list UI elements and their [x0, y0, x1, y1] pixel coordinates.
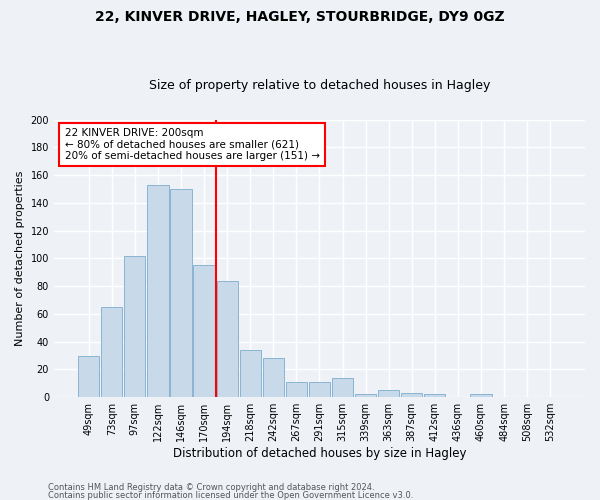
Bar	[147, 185, 169, 397]
Bar	[124, 256, 145, 397]
Bar	[78, 356, 99, 397]
Bar	[378, 390, 400, 397]
Bar	[263, 358, 284, 397]
Bar	[217, 280, 238, 397]
Bar	[424, 394, 445, 397]
Bar	[239, 350, 261, 397]
Text: Contains public sector information licensed under the Open Government Licence v3: Contains public sector information licen…	[48, 490, 413, 500]
Bar	[309, 382, 330, 397]
Bar	[355, 394, 376, 397]
Text: Contains HM Land Registry data © Crown copyright and database right 2024.: Contains HM Land Registry data © Crown c…	[48, 484, 374, 492]
Bar	[193, 266, 215, 397]
Bar	[170, 189, 191, 397]
Text: 22 KINVER DRIVE: 200sqm
← 80% of detached houses are smaller (621)
20% of semi-d: 22 KINVER DRIVE: 200sqm ← 80% of detache…	[65, 128, 320, 161]
Bar	[401, 393, 422, 397]
Bar	[101, 307, 122, 397]
X-axis label: Distribution of detached houses by size in Hagley: Distribution of detached houses by size …	[173, 447, 466, 460]
Bar	[332, 378, 353, 397]
Title: Size of property relative to detached houses in Hagley: Size of property relative to detached ho…	[149, 79, 490, 92]
Bar	[470, 394, 491, 397]
Y-axis label: Number of detached properties: Number of detached properties	[15, 170, 25, 346]
Bar	[286, 382, 307, 397]
Text: 22, KINVER DRIVE, HAGLEY, STOURBRIDGE, DY9 0GZ: 22, KINVER DRIVE, HAGLEY, STOURBRIDGE, D…	[95, 10, 505, 24]
